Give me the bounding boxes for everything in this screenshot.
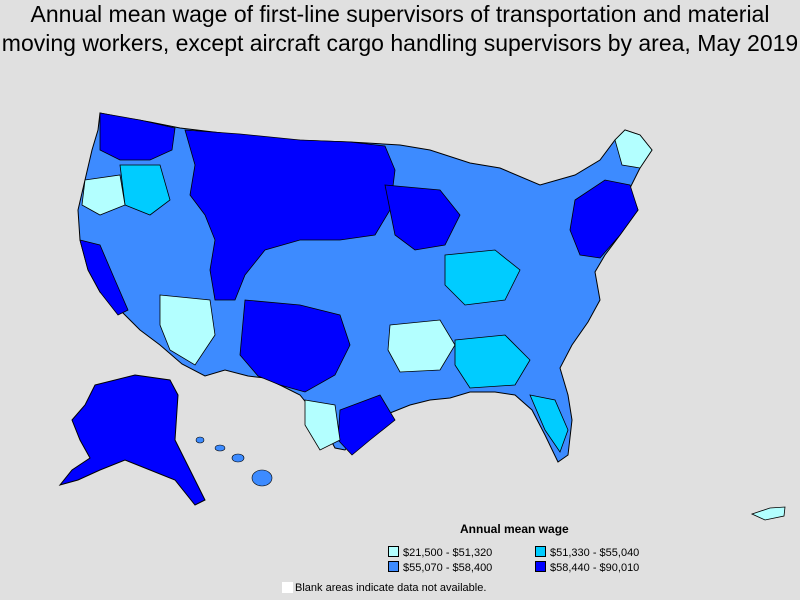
legend-item-3: $55,070 - $58,400 (388, 561, 492, 574)
blank-areas-note: Blank areas indicate data not available. (282, 582, 486, 594)
region-upper-midwest (384, 184, 461, 251)
alaska-region (58, 374, 206, 506)
legend-item-4: $58,440 - $90,010 (535, 561, 639, 574)
region-north-plains (184, 129, 396, 301)
title-line-1: Annual mean wage of first-line superviso… (30, 1, 770, 27)
region-northeast (569, 179, 639, 259)
legend-swatch-2 (535, 546, 546, 557)
legend-label-3: $55,070 - $58,400 (403, 562, 493, 574)
legend-swatch-4 (535, 561, 546, 572)
puerto-rico-region (750, 506, 786, 521)
region-light-maine (614, 129, 653, 169)
note-text: Blank areas indicate data not available. (295, 582, 487, 594)
legend-item-1: $21,500 - $51,320 (388, 546, 492, 559)
region-cyan-midwest (444, 249, 521, 306)
region-cyan-southeast (454, 334, 531, 389)
legend-title: Annual mean wage (460, 522, 569, 536)
region-california (79, 239, 129, 316)
legend-swatch-1 (388, 546, 399, 557)
title-line-2: moving workers, except aircraft cargo ha… (1, 30, 799, 56)
region-light-oregon (81, 174, 126, 216)
legend-item-2: $51,330 - $55,040 (535, 546, 639, 559)
legend-label-1: $21,500 - $51,320 (403, 547, 493, 559)
legend-label-4: $58,440 - $90,010 (550, 562, 640, 574)
region-light-arizona (159, 294, 216, 366)
region-southwest (239, 299, 351, 393)
legend-label-2: $51,330 - $55,040 (550, 547, 640, 559)
legend-swatch-3 (388, 561, 399, 572)
map-title: Annual mean wage of first-line superviso… (0, 0, 800, 58)
region-light-texas-south (304, 399, 341, 451)
region-cyan-florida (529, 394, 569, 453)
region-washington (99, 112, 176, 161)
region-light-south (387, 319, 456, 373)
hawaii-region (195, 436, 273, 487)
blank-swatch (282, 582, 293, 593)
